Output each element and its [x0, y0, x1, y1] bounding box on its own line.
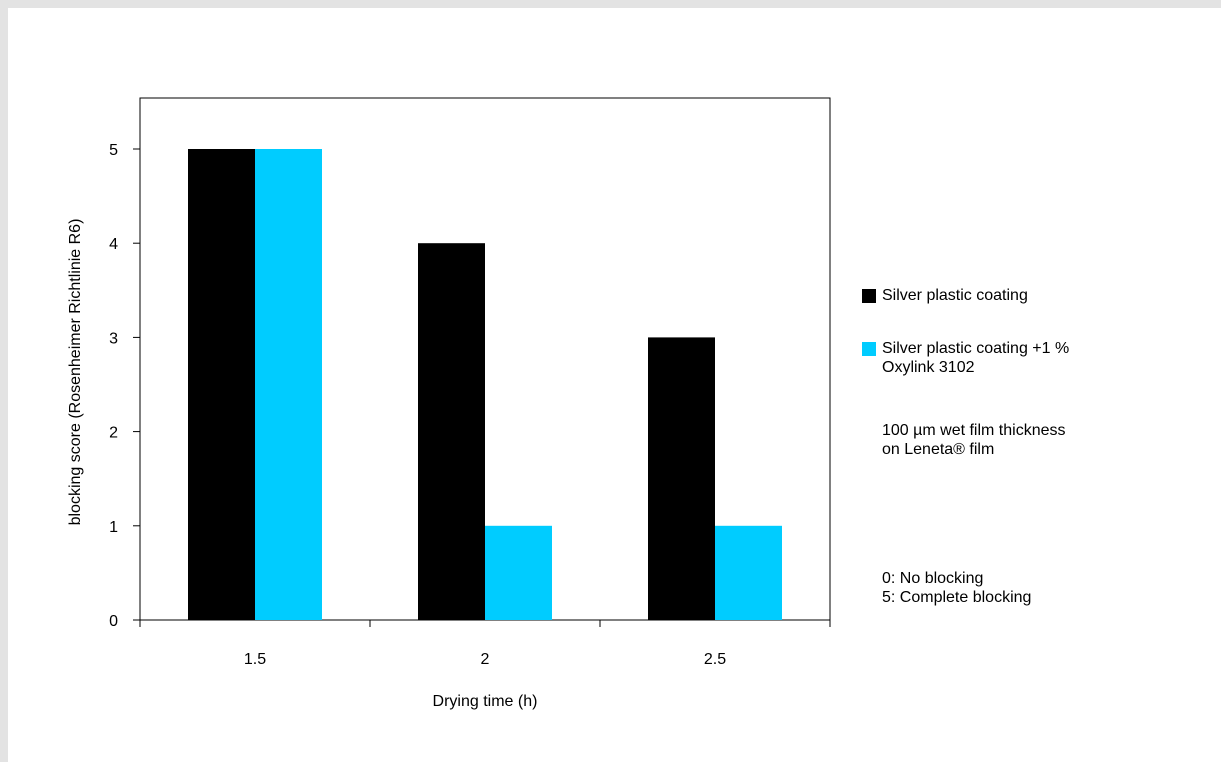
y-tick-label: 4	[109, 236, 118, 253]
y-tick-label: 0	[109, 613, 118, 630]
y-tick-label: 1	[109, 519, 118, 536]
x-tick-label: 2.5	[704, 651, 726, 668]
legend-item-silver-plastic-coating-oxylink: Silver plastic coating +1 % Oxylink 3102	[862, 339, 1202, 377]
bar-silver-plastic-coating-2	[418, 243, 485, 620]
legend: Silver plastic coating Silver plastic co…	[862, 286, 1202, 377]
legend-swatch-black	[862, 289, 876, 303]
bar-silver-plastic-coating-1.5	[188, 149, 255, 620]
bar-oxylink-2	[485, 525, 552, 620]
legend-label: Silver plastic coating +1 % Oxylink 3102	[882, 340, 1070, 376]
y-tick-label: 5	[109, 142, 118, 159]
x-tick-label: 1.5	[244, 651, 266, 668]
bar-silver-plastic-coating-2.5	[648, 337, 715, 620]
legend-item-silver-plastic-coating: Silver plastic coating	[862, 286, 1202, 305]
film-thickness-note: 100 µm wet film thickness on Leneta® fil…	[882, 422, 1066, 458]
y-axis-title: blocking score (Rosenheimer Richtlinie R…	[67, 219, 84, 526]
blocking-scale-note: 0: No blocking 5: Complete blocking	[882, 570, 1032, 606]
x-tick-label: 2	[481, 651, 490, 668]
y-tick-label: 2	[109, 425, 118, 442]
x-axis-title: Drying time (h)	[433, 693, 538, 710]
y-tick-label: 3	[109, 330, 118, 347]
bar-oxylink-2.5	[715, 525, 782, 620]
legend-swatch-cyan	[862, 342, 876, 356]
legend-label: Silver plastic coating	[882, 287, 1028, 304]
bar-oxylink-1.5	[255, 149, 322, 620]
